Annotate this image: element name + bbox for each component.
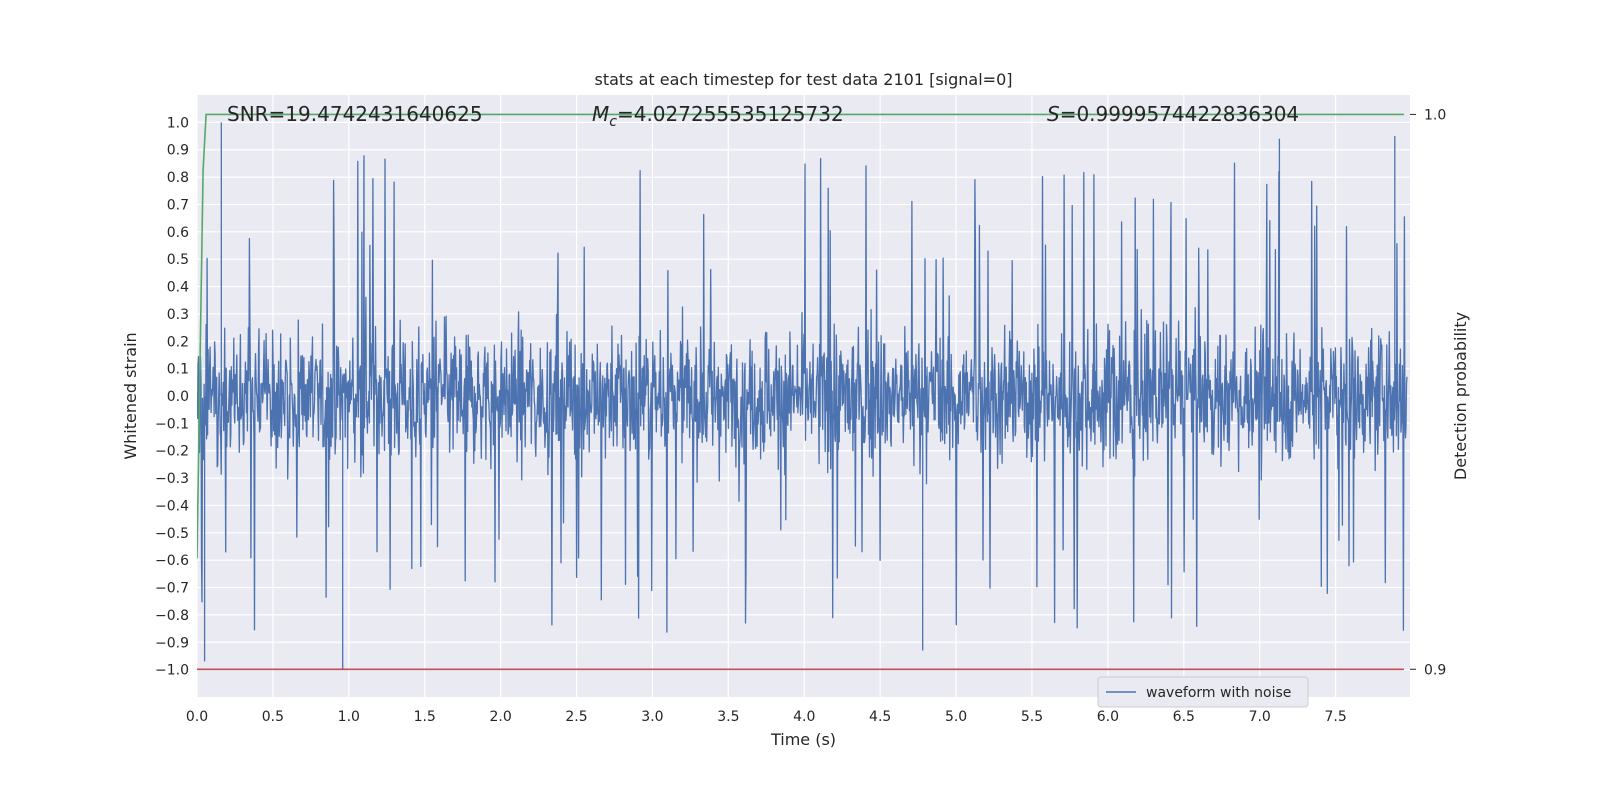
chirp-mass-value: =4.027255535125732	[617, 102, 844, 126]
x-tick-label: 2.5	[565, 709, 587, 725]
y2-tick-label: 0.9	[1424, 662, 1446, 678]
score-annotation: S=0.9999574422836304	[1047, 102, 1299, 126]
y-axis-left: 1.0 0.9 0.8 0.7 0.6 0.5 0.4 0.3 0.2 0.1 0.0 −0.1 −0.…	[155, 115, 189, 678]
y-tick-label: 0.2	[167, 334, 189, 350]
x-tick-label: 7.5	[1324, 709, 1346, 725]
chart-title: stats at each timestep for test data 210…	[594, 70, 1012, 89]
x-tick-label: 3.5	[717, 709, 739, 725]
y-tick-label: −0.1	[155, 416, 189, 432]
x-axis-label: Time (s)	[770, 730, 836, 749]
chirp-mass-annotation: Mc=4.027255535125732	[592, 102, 844, 130]
x-tick-label: 0.5	[262, 709, 284, 725]
y-tick-label: −1.0	[155, 663, 189, 679]
y-tick-label: −0.6	[155, 553, 189, 569]
waveform-series-line	[197, 122, 1408, 670]
y-axis-right: 1.0 0.9	[1410, 107, 1446, 678]
y-axis-label: Whitened strain	[121, 332, 140, 459]
y-tick-label: −0.7	[155, 581, 189, 597]
chirp-mass-subscript: c	[609, 114, 617, 130]
legend: waveform with noise	[1097, 676, 1309, 708]
y-tick-label: −0.2	[155, 444, 189, 460]
x-tick-label: 5.5	[1021, 709, 1043, 725]
y-tick-label: 0.9	[167, 143, 189, 159]
probability-series-group	[197, 113, 1404, 671]
y-tick-label: 0.6	[167, 225, 189, 241]
x-tick-label: 6.5	[1173, 709, 1195, 725]
y-tick-label: 0.0	[167, 389, 189, 405]
legend-label-waveform: waveform with noise	[1146, 685, 1291, 701]
x-tick-label: 6.0	[1097, 709, 1119, 725]
x-tick-label: 0.0	[186, 709, 208, 725]
y2-tick-label: 1.0	[1424, 107, 1446, 123]
y-tick-label: 0.4	[167, 280, 189, 296]
x-tick-label: 2.0	[489, 709, 511, 725]
x-tick-label: 1.5	[414, 709, 436, 725]
x-tick-label: 3.0	[641, 709, 663, 725]
x-tick-label: 5.0	[945, 709, 967, 725]
score-symbol: S	[1047, 102, 1060, 126]
x-tick-label: 7.0	[1249, 709, 1271, 725]
y-tick-label: −0.5	[155, 526, 189, 542]
snr-annotation: SNR=19.4742431640625	[227, 102, 483, 126]
x-tick-label: 4.0	[793, 709, 815, 725]
score-value: =0.9999574422836304	[1060, 102, 1299, 126]
y-tick-label: −0.9	[155, 635, 189, 651]
x-axis: 0.0 0.5 1.0 1.5 2.0 2.5 3.0 3.5 4.0 4.5 5.0 5.5 6.0 6…	[186, 709, 1347, 725]
x-tick-label: 1.0	[338, 709, 360, 725]
y-tick-label: −0.3	[155, 471, 189, 487]
y-tick-label: 0.7	[167, 197, 189, 213]
legend-box	[1097, 676, 1309, 708]
y-tick-label: −0.4	[155, 498, 189, 514]
y-tick-label: 0.3	[167, 307, 189, 323]
noise-series-group	[197, 122, 1408, 670]
probability-series-line	[197, 113, 1404, 559]
y2-axis-label: Detection probability	[1451, 312, 1470, 480]
y-tick-label: 0.5	[167, 252, 189, 268]
y-tick-label: 0.1	[167, 362, 189, 378]
x-tick-label: 4.5	[869, 709, 891, 725]
y-tick-label: 1.0	[167, 115, 189, 131]
y-tick-label: −0.8	[155, 608, 189, 624]
chirp-mass-symbol: M	[592, 102, 609, 126]
y-tick-label: 0.8	[167, 170, 189, 186]
